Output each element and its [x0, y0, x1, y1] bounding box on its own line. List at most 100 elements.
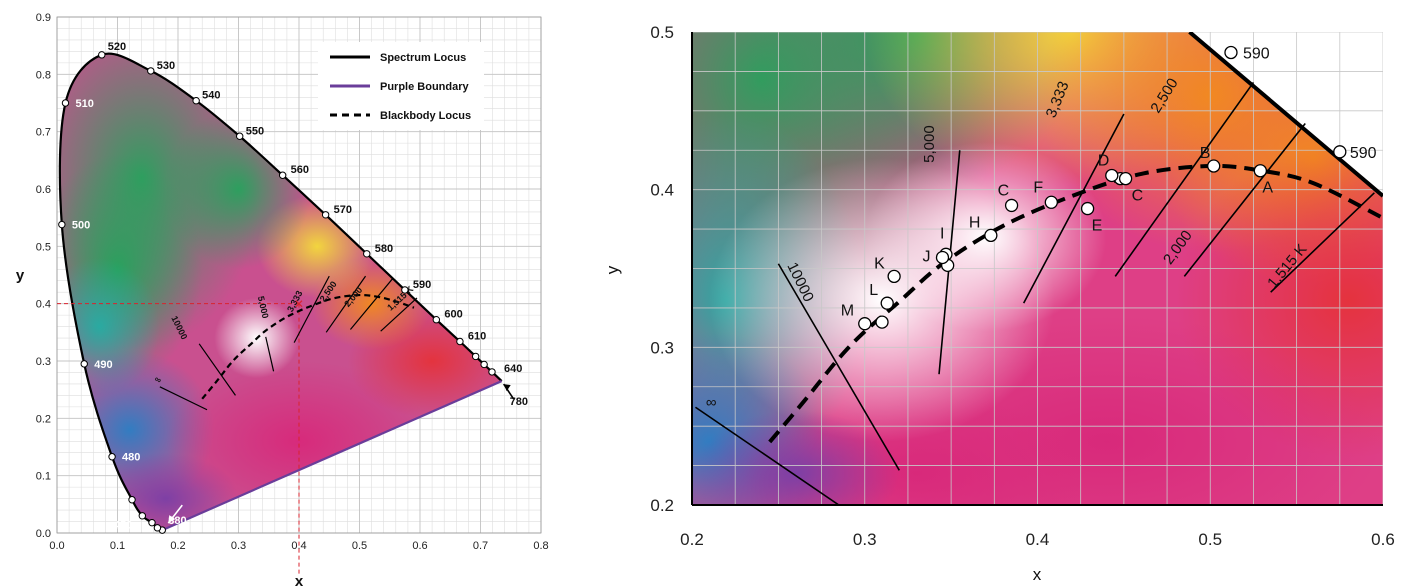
y-tick-label: 0.1 — [36, 471, 51, 483]
legend-label-blackbody-locus: Blackbody Locus — [380, 110, 471, 122]
wavelength-label-590: 590 — [1350, 145, 1377, 162]
x-tick-label: 0.1 — [110, 540, 125, 552]
wavelength-label-610: 610 — [468, 331, 486, 343]
isotemperature-line — [293, 275, 330, 343]
illuminant-label-l: L — [869, 282, 878, 299]
illuminant-point — [1080, 201, 1095, 216]
spectrum-point — [1333, 145, 1347, 159]
x-tick-label: 0.4 — [1026, 530, 1050, 549]
legend-label-spectrum-locus: Spectrum Locus — [380, 52, 466, 64]
right-marks — [695, 32, 1383, 505]
y-tick-label: 0.2 — [36, 413, 51, 425]
wavelength-label-530: 530 — [157, 60, 175, 72]
spectrum-point — [1224, 45, 1238, 60]
legend-label-purple-boundary: Purple Boundary — [380, 81, 470, 93]
spectrum-point — [401, 286, 409, 294]
y-tick-label: 0.0 — [36, 528, 51, 540]
illuminant-point — [1105, 168, 1119, 183]
spectrum-point — [432, 316, 441, 324]
illuminant-label-c: C — [998, 182, 1010, 199]
purple-boundary-line — [161, 380, 503, 532]
illuminant-label-c: C — [1132, 188, 1144, 205]
wavelength-label-560: 560 — [291, 164, 309, 176]
illuminant-label-j: J — [922, 248, 930, 265]
crosshair-marker — [295, 300, 303, 308]
wavelength-label-550: 550 — [246, 125, 264, 137]
isotemperature-line — [198, 343, 236, 396]
illuminant-point — [1044, 195, 1058, 209]
x-axis-label: x — [1033, 565, 1042, 584]
isotemperature-label-5-000: 5,000 — [921, 125, 938, 163]
wavelength-label-450: 450 — [114, 520, 132, 532]
wavelength-label-570: 570 — [334, 204, 352, 216]
illuminant-label-i: I — [940, 225, 944, 242]
illuminant-point — [887, 269, 901, 284]
y-tick-label: 0.6 — [36, 184, 51, 196]
spectrum-point — [148, 518, 156, 527]
x-tick-label: 0.7 — [473, 540, 488, 552]
illuminant-label-a: A — [1262, 180, 1273, 197]
illuminant-label-m: M — [841, 303, 854, 320]
spectrum-point — [236, 132, 244, 140]
spectrum-point — [153, 524, 162, 532]
isotemperature-line — [1022, 113, 1125, 304]
spectrum-point — [108, 453, 116, 461]
right-grid — [692, 32, 1383, 505]
y-axis-label: y — [603, 265, 622, 274]
x-tick-label: 0.4 — [291, 540, 306, 552]
isotemperature-line — [325, 275, 367, 333]
x-tick-label: 0.2 — [170, 540, 185, 552]
x-tick-label: 0.5 — [1198, 530, 1222, 549]
isotemperature-line — [380, 297, 418, 332]
y-tick-label: 0.3 — [36, 356, 51, 368]
y-axis-label: y — [16, 267, 25, 284]
arrowhead-380 — [168, 515, 176, 524]
left-chart-panel: 0.0 0.1 0.2 0.3 0.4 0.5 0.6 0.7 0.8 0.0 0.1 0.2 0.3 0… — [16, 12, 549, 588]
left-plot-frame — [56, 16, 542, 534]
color-blob — [692, 410, 900, 505]
wavelength-label-590: 590 — [1243, 45, 1270, 62]
y-tick-label: 0.3 — [650, 338, 674, 357]
x-tick-label: 0.2 — [680, 530, 704, 549]
isotemperature-line — [265, 336, 275, 372]
wavelength-label-590: 590 — [413, 279, 431, 291]
x-tick-label: 0.3 — [853, 530, 877, 549]
wavelength-label-500: 500 — [72, 220, 90, 232]
x-tick-label: 0.5 — [352, 540, 367, 552]
illuminant-label-h: H — [969, 214, 981, 231]
illuminant-point — [875, 315, 889, 329]
illuminant-point — [858, 317, 872, 331]
spectrum-point — [58, 220, 66, 229]
illuminant-point — [1253, 164, 1267, 178]
spectrum-point — [321, 211, 330, 219]
y-tick-label: 0.7 — [36, 127, 51, 139]
x-tick-label: 0.0 — [49, 540, 64, 552]
spectrum-point — [456, 337, 464, 346]
illuminant-label-d: D — [1098, 152, 1110, 169]
wavelength-label-640: 640 — [504, 363, 522, 375]
x-axis-label: x — [295, 573, 304, 588]
illuminant-point — [1118, 171, 1133, 186]
y-tick-label: 0.4 — [36, 299, 51, 311]
isotemperature-line — [1270, 192, 1375, 293]
illuminant-label-f: F — [1033, 179, 1043, 196]
wavelength-label-520: 520 — [108, 41, 126, 53]
x-tick-label: 0.8 — [533, 540, 548, 552]
y-tick-label: 0.2 — [650, 496, 674, 515]
right-axes: 0.2 0.3 0.4 0.5 0.6 0.2 0.3 0.4 0.5 x y — [603, 23, 1395, 584]
spectrum-point — [363, 250, 371, 258]
wavelength-label-480: 480 — [122, 452, 140, 464]
left-legend: Spectrum Locus Purple Boundary Blackbody L… — [318, 42, 484, 130]
isotemperature-line — [1183, 122, 1306, 277]
spectrum-point — [278, 171, 287, 179]
y-tick-label: 0.5 — [650, 23, 674, 42]
illuminant-label-e: E — [1092, 218, 1103, 235]
isotemperature-line — [1114, 81, 1255, 277]
y-tick-label: 0.5 — [36, 241, 51, 253]
wavelength-label-490: 490 — [94, 359, 112, 371]
illuminant-point — [984, 228, 998, 243]
x-tick-label: 0.6 — [412, 540, 427, 552]
spectrum-point — [488, 368, 496, 376]
